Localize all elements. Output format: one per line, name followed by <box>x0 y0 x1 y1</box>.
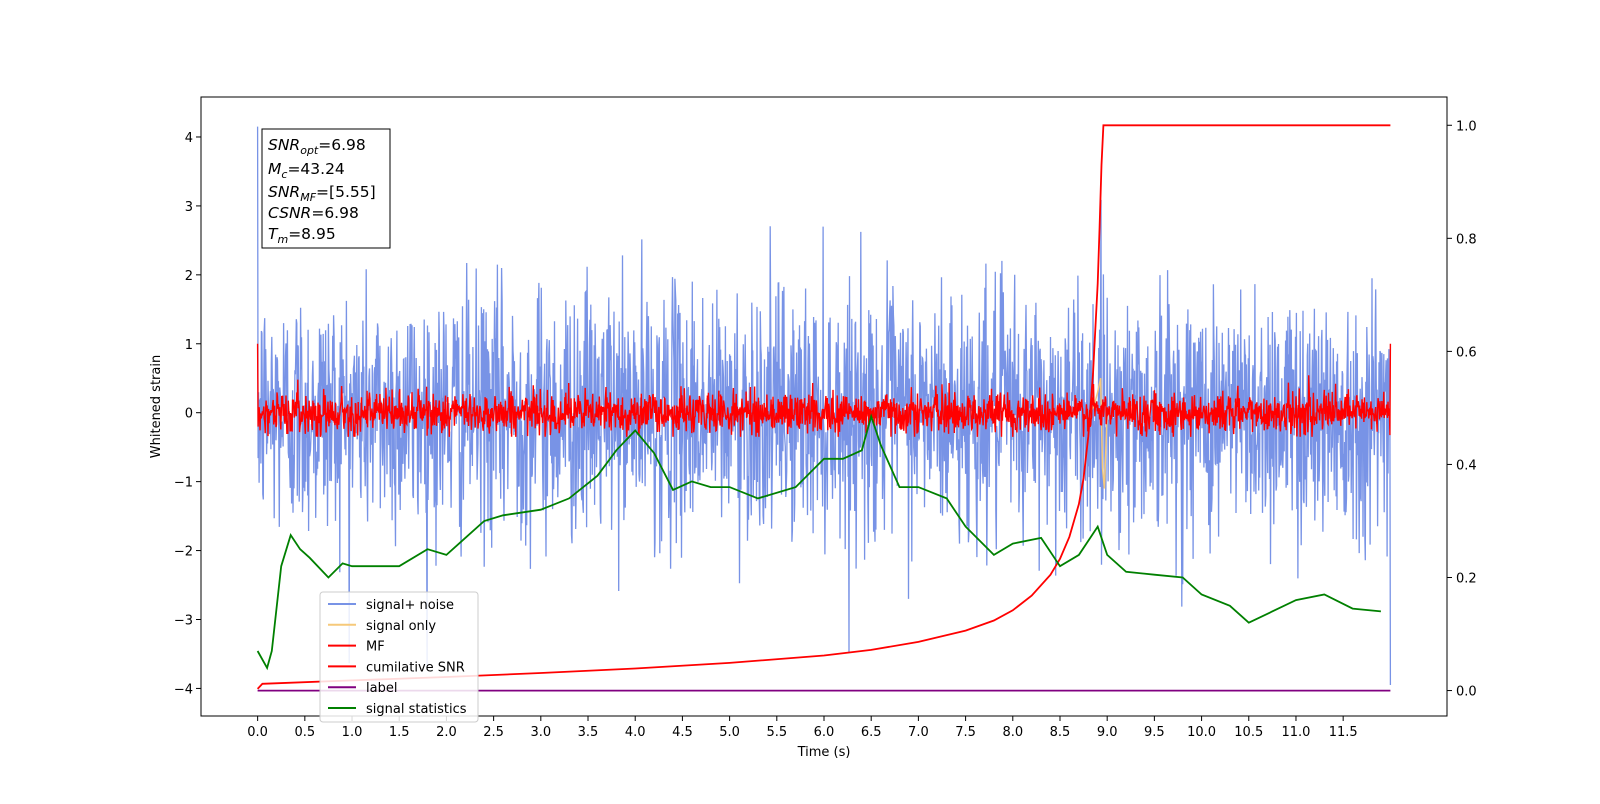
legend-label: cumilative SNR <box>366 660 465 675</box>
info-box-frame <box>261 128 391 249</box>
x-tick-label: 6.0 <box>814 725 835 740</box>
x-tick-label: 4.0 <box>625 725 646 740</box>
x-tick-label: 6.5 <box>861 725 882 740</box>
legend-label: signal only <box>366 619 436 634</box>
x-tick-label: 5.0 <box>719 725 740 740</box>
x-tick-label: 9.5 <box>1144 725 1165 740</box>
y-left-tick-label: −3 <box>174 613 193 628</box>
x-tick-label: 2.5 <box>483 725 504 740</box>
x-tick-label: 4.5 <box>672 725 693 740</box>
legend: signal+ noise signal only MF cumilative SNR… <box>319 591 479 723</box>
y-left-tick-label: 2 <box>185 269 193 284</box>
y-right-tick-label: 0.4 <box>1456 458 1477 473</box>
y-left-tick-label: 0 <box>185 407 193 422</box>
y-right-tick-label: 0.0 <box>1456 685 1477 700</box>
info-line-mc: Mc=43.24 <box>268 160 345 181</box>
x-tick-label: 8.0 <box>1002 725 1023 740</box>
info-line-tm: Tm=8.95 <box>268 225 336 246</box>
series-signal-statistics <box>256 413 1381 671</box>
x-tick-label: 5.5 <box>766 725 787 740</box>
x-tick-label: 8.5 <box>1050 725 1071 740</box>
y-axis-right: 1.0 0.8 0.6 0.4 0.2 0.0 <box>1447 119 1477 700</box>
info-line-snr-mf: SNRMF=[5.55] <box>268 183 376 204</box>
x-tick-label: 0.0 <box>247 725 268 740</box>
legend-frame <box>319 591 479 723</box>
x-tick-label: 11.0 <box>1281 725 1310 740</box>
y-left-tick-label: −2 <box>174 545 193 560</box>
y-left-tick-label: 4 <box>185 131 193 146</box>
y-left-tick-label: 3 <box>185 200 193 215</box>
x-axis-label: Time (s) <box>797 745 851 760</box>
x-tick-label: 3.5 <box>578 725 599 740</box>
legend-label: signal statistics <box>366 702 467 717</box>
legend-label: MF <box>366 640 385 655</box>
y-axis-label: Whitened strain <box>149 355 164 458</box>
x-tick-label: 1.0 <box>342 725 363 740</box>
y-left-tick-label: −4 <box>174 682 193 697</box>
x-tick-label: 10.0 <box>1187 725 1216 740</box>
x-tick-label: 0.5 <box>294 725 315 740</box>
info-line-snr-opt: SNRopt=6.98 <box>268 136 366 157</box>
x-axis: 0.0 0.5 1.0 1.5 2.0 2.5 3.0 3.5 4.0 4.5 5.0 5.5 6.0 6… <box>247 716 1358 740</box>
series-cumulative-snr <box>256 124 1391 690</box>
series-mf <box>256 343 1392 437</box>
info-annotation-box: SNRopt=6.98 Mc=43.24SNRMF=[5.55]CSNR=6.98… <box>261 128 391 249</box>
legend-label: label <box>366 681 397 696</box>
x-tick-label: 10.5 <box>1234 725 1263 740</box>
x-tick-label: 7.0 <box>908 725 929 740</box>
y-left-tick-label: −1 <box>174 476 193 491</box>
x-tick-label: 7.5 <box>955 725 976 740</box>
y-left-tick-label: 1 <box>185 338 193 353</box>
info-line-csnr: CSNR=6.98 <box>268 204 359 222</box>
x-tick-label: 3.0 <box>530 725 551 740</box>
y-right-tick-label: 0.2 <box>1456 572 1477 587</box>
y-right-tick-label: 1.0 <box>1456 119 1477 134</box>
x-tick-label: 1.5 <box>389 725 410 740</box>
y-right-tick-label: 0.6 <box>1456 345 1477 360</box>
x-tick-label: 9.0 <box>1097 725 1118 740</box>
x-tick-label: 11.5 <box>1329 725 1358 740</box>
x-tick-label: 2.0 <box>436 725 457 740</box>
y-right-tick-label: 0.8 <box>1456 232 1477 247</box>
legend-label: signal+ noise <box>366 598 454 613</box>
y-axis-left: 4 3 2 1 0 −1 −2 −3 −4 <box>174 131 201 697</box>
series-signal-noise <box>256 126 1392 686</box>
